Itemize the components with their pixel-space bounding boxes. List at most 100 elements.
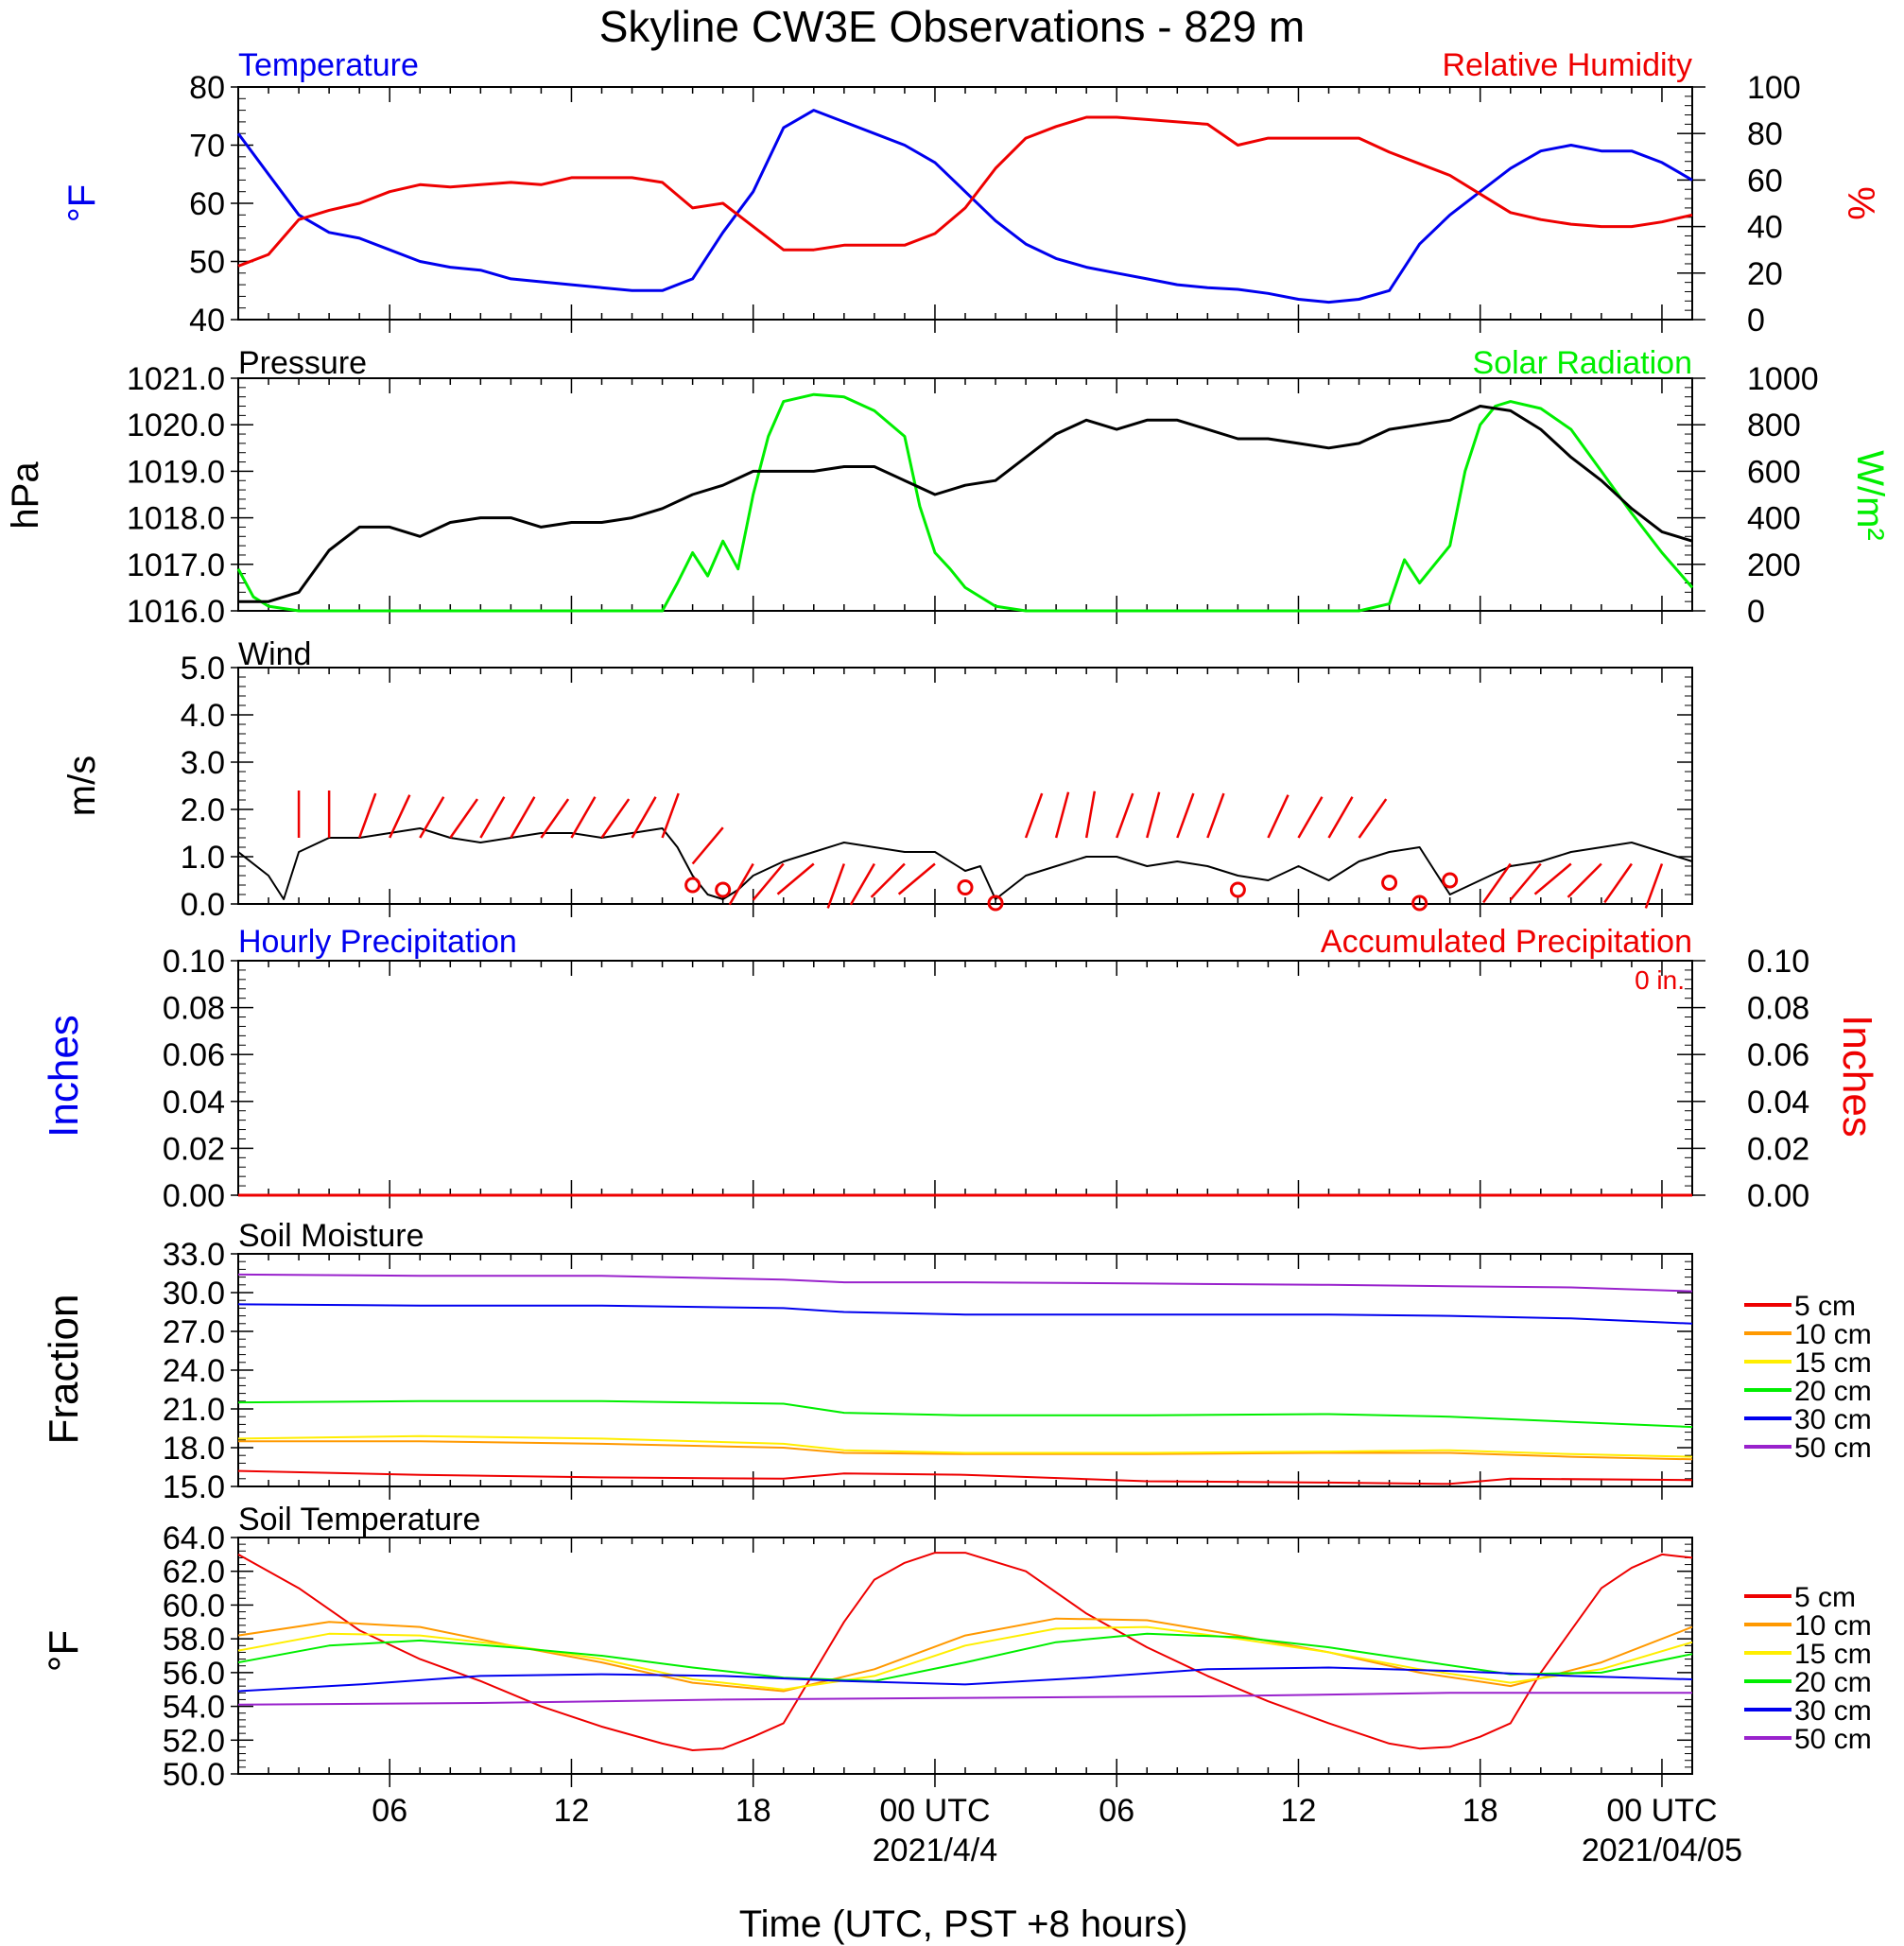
y-tick-label: 1021.0 xyxy=(127,361,225,397)
wind-barb xyxy=(661,792,680,839)
wind-barb xyxy=(728,862,754,906)
wind-barb xyxy=(570,796,597,839)
hourly-precip-title: Hourly Precipitation xyxy=(238,924,517,960)
wind-barb xyxy=(1206,792,1225,839)
wind-barb xyxy=(1084,791,1097,839)
legend-label: 10 cm xyxy=(1794,1610,1872,1642)
y-tick-label: 1020.0 xyxy=(127,408,225,443)
x-date-label: 2021/4/4 xyxy=(873,1833,997,1868)
legend-label: 20 cm xyxy=(1794,1667,1872,1698)
y-tick-label: 60 xyxy=(189,186,225,222)
wind-barb xyxy=(389,794,411,839)
y-tick-label: 33.0 xyxy=(163,1237,225,1273)
wind-barb xyxy=(1566,862,1602,898)
wind-barb xyxy=(826,863,846,909)
y-tick-label: 80 xyxy=(189,70,225,106)
y-tick-label: 52.0 xyxy=(163,1723,225,1759)
soil-moisture-line-4 xyxy=(237,1303,1693,1325)
x-tick-label: 06 xyxy=(1099,1793,1134,1829)
calm-wind-marker xyxy=(957,879,974,895)
plot-frame xyxy=(237,86,1693,321)
y-tick-label: 50.0 xyxy=(163,1757,225,1793)
wind-barb xyxy=(1116,792,1134,839)
calm-wind-marker xyxy=(684,877,701,894)
legend-label: 10 cm xyxy=(1794,1319,1872,1350)
wind-speed-line xyxy=(237,827,1693,900)
pressure-line xyxy=(238,405,1693,603)
y-tick-label: 0.02 xyxy=(1747,1131,1809,1167)
calm-wind-marker xyxy=(1411,895,1428,912)
x-tick-label: 06 xyxy=(372,1793,407,1829)
wind-barb xyxy=(1358,798,1388,839)
pressure-panel-title: Pressure xyxy=(238,345,367,381)
wind-barb xyxy=(1267,794,1290,839)
y-tick-label: 0.00 xyxy=(163,1178,225,1214)
y-tick-label: 1017.0 xyxy=(127,547,225,583)
temp-panel-title: Temperature xyxy=(238,47,419,83)
y-tick-label: 0.08 xyxy=(163,991,225,1027)
y-tick-label: 1019.0 xyxy=(127,454,225,490)
y-tick-label: 1.0 xyxy=(181,840,225,876)
calm-wind-marker xyxy=(1229,881,1246,898)
y-tick-label: 40 xyxy=(189,303,225,339)
x-tick-label: 12 xyxy=(554,1793,590,1829)
y-tick-label: 50 xyxy=(189,245,225,281)
y-tick-label: 1016.0 xyxy=(127,594,225,630)
soil-moisture-line-3 xyxy=(237,1399,1693,1429)
legend-label: 20 cm xyxy=(1794,1376,1872,1407)
y-tick-label: 0.04 xyxy=(1747,1085,1809,1121)
y-tick-label: 20 xyxy=(1747,256,1783,292)
humidity-line xyxy=(237,115,1693,268)
wind-barb xyxy=(631,796,657,839)
y-tick-label: 4.0 xyxy=(181,698,225,734)
y-tick-label: 24.0 xyxy=(163,1353,225,1389)
legend-label: 5 cm xyxy=(1794,1582,1856,1613)
wind-barb xyxy=(691,826,724,865)
y-tick-label: 30.0 xyxy=(163,1276,225,1312)
wind-barb xyxy=(1024,792,1044,839)
y-tick-label: 15.0 xyxy=(163,1469,225,1505)
plot-frame xyxy=(237,667,1693,905)
x-axis: 06 12 18 00 UTC 06 12 18 00 UTC 2021/4/4 2021/04/… xyxy=(372,1793,1742,1868)
wind-barb xyxy=(1297,796,1324,839)
soil-temp-title: Soil Temperature xyxy=(238,1502,480,1538)
wind-barb xyxy=(849,862,875,906)
y-tick-label: 58.0 xyxy=(163,1622,225,1658)
wind-barb xyxy=(897,862,936,895)
wind-barb xyxy=(1054,791,1070,839)
solar-axis-unit: W/m² xyxy=(1849,450,1891,541)
y-tick-label: 80 xyxy=(1747,116,1783,152)
wind-barb xyxy=(776,862,815,895)
calm-wind-marker xyxy=(1442,872,1459,889)
y-tick-label: 600 xyxy=(1747,454,1801,490)
y-tick-label: 200 xyxy=(1747,547,1801,583)
wind-barb xyxy=(419,796,445,839)
wind-barb xyxy=(1644,863,1664,909)
precip-right-unit: Inches xyxy=(1834,1015,1880,1138)
y-tick-label: 1000 xyxy=(1747,361,1819,397)
x-date-label: 2021/04/05 xyxy=(1582,1833,1742,1868)
soil-temp-line-1 xyxy=(237,1617,1693,1693)
y-tick-label: 0.00 xyxy=(1747,1178,1809,1214)
wind-panel-title: Wind xyxy=(238,636,311,672)
solar-panel-title: Solar Radiation xyxy=(1473,345,1692,381)
x-axis-title: Time (UTC, PST +8 hours) xyxy=(739,1903,1188,1945)
soil-moisture-line-2 xyxy=(237,1434,1693,1458)
wind-barb xyxy=(1533,862,1572,895)
y-tick-label: 70 xyxy=(189,129,225,165)
accum-precip-title: Accumulated Precipitation xyxy=(1321,924,1692,960)
y-tick-label: 54.0 xyxy=(163,1690,225,1726)
y-tick-label: 3.0 xyxy=(181,745,225,781)
y-tick-label: 60 xyxy=(1747,163,1783,199)
x-tick-label: 00 UTC xyxy=(1606,1793,1717,1829)
wind-barb xyxy=(540,798,570,839)
y-tick-label: 0 xyxy=(1747,303,1765,339)
y-tick-label: 800 xyxy=(1747,408,1801,443)
soil-moisture-title: Soil Moisture xyxy=(238,1218,424,1254)
x-tick-label: 18 xyxy=(1463,1793,1498,1829)
y-tick-label: 18.0 xyxy=(163,1431,225,1467)
soil-temp-line-2 xyxy=(237,1625,1693,1691)
wind-barb xyxy=(870,862,906,898)
y-tick-label: 64.0 xyxy=(163,1520,225,1556)
y-tick-label: 400 xyxy=(1747,501,1801,537)
